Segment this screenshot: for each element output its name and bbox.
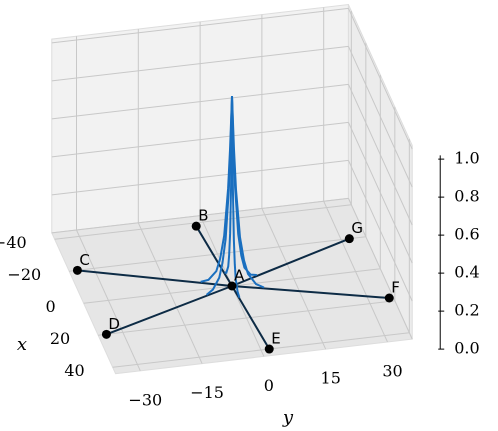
z-tick-label: 0.2: [454, 301, 479, 320]
x-tick-label: −40: [0, 233, 27, 252]
y-tick-label: −15: [190, 383, 224, 402]
z-tick-label: 1.0: [454, 149, 479, 168]
spike-curve: [205, 95, 233, 296]
node: [344, 234, 354, 244]
x-tick-label: −20: [7, 265, 41, 284]
x-tick-label: 20: [50, 329, 70, 348]
node-label: B: [198, 207, 208, 225]
spike-curve: [231, 95, 257, 277]
y-tick-label: −30: [128, 390, 162, 409]
node: [101, 329, 111, 339]
grid-line: [347, 46, 413, 188]
edge: [77, 269, 233, 287]
grid-line: [51, 121, 349, 158]
grid-line: [347, 122, 413, 264]
spike-curve: [224, 95, 233, 274]
node: [72, 265, 82, 275]
z-tick-label: 0.8: [454, 187, 479, 206]
y-tick-label: 30: [382, 362, 402, 381]
x-tick-label: 0: [45, 297, 55, 316]
grid-line: [323, 200, 388, 343]
y-tick-label: 15: [321, 369, 341, 388]
grid-line: [51, 197, 349, 234]
z-tick-label: 0.4: [454, 263, 479, 282]
node: [384, 293, 394, 303]
node-label: F: [391, 279, 400, 297]
grid-line: [347, 198, 413, 340]
edge: [195, 225, 233, 287]
edge: [106, 285, 233, 336]
grid-line: [261, 208, 327, 350]
x-axis-label: x: [17, 334, 27, 355]
node-label: G: [351, 219, 363, 237]
node: [227, 281, 237, 291]
grid-line: [51, 7, 349, 44]
y-tick-label: 0: [264, 376, 274, 395]
y-axis-label: y: [282, 407, 294, 428]
grid-line: [51, 45, 349, 82]
node-label: C: [79, 251, 89, 269]
node-label: A: [234, 267, 245, 285]
grid-line: [51, 159, 349, 196]
node: [264, 344, 274, 354]
grid-line: [76, 229, 141, 372]
z-tick-label: 0.0: [454, 339, 479, 358]
node-label: D: [108, 315, 120, 333]
grid-line: [137, 222, 203, 364]
grid-line: [51, 83, 349, 120]
z-tick-label: 0.6: [454, 225, 479, 244]
grid-line: [347, 8, 413, 150]
node: [191, 221, 201, 231]
grid-line: [347, 160, 413, 302]
node-label: E: [271, 330, 280, 348]
grid-line: [347, 84, 413, 226]
x-tick-label: 40: [64, 361, 84, 380]
spike-curve: [231, 95, 241, 298]
edge: [231, 285, 390, 299]
